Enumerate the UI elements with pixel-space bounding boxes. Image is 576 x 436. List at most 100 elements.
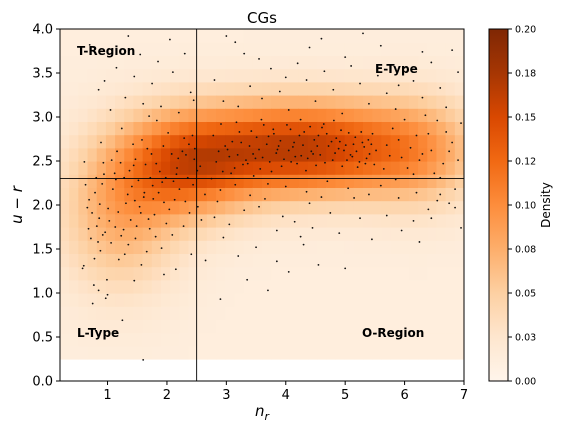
heatmap-cell — [234, 68, 245, 83]
heatmap-cell — [225, 134, 236, 149]
heatmap-cell — [399, 174, 410, 188]
heatmap-cell — [390, 161, 401, 175]
heatmap-cell — [262, 134, 272, 149]
scatter-point — [371, 132, 374, 135]
heatmap-cell — [289, 200, 300, 215]
scatter-point — [212, 134, 215, 137]
heatmap-cell — [335, 266, 346, 281]
heatmap-cell — [344, 134, 355, 149]
heatmap-cell — [326, 332, 337, 347]
heatmap-cell — [280, 319, 291, 334]
heatmap-cell — [225, 253, 236, 268]
scatter-point — [347, 131, 350, 134]
heatmap-cell — [262, 95, 272, 109]
heatmap-cell — [188, 134, 199, 149]
scatter-point — [87, 227, 90, 230]
heatmap-cell — [243, 213, 254, 228]
heatmap-cell — [408, 42, 419, 56]
heatmap-cell — [445, 319, 456, 334]
heatmap-cell — [372, 293, 382, 307]
scatter-point — [308, 202, 311, 205]
scatter-point — [376, 74, 379, 77]
heatmap-cell — [78, 332, 89, 347]
heatmap-cell — [78, 266, 89, 281]
heatmap-cell — [216, 279, 226, 294]
heatmap-cell — [243, 253, 254, 268]
heatmap-cell — [289, 95, 300, 109]
heatmap-cell — [436, 332, 447, 347]
scatter-point — [258, 148, 260, 151]
heatmap-cell — [179, 81, 190, 96]
heatmap-cell — [418, 306, 428, 320]
scatter-point — [145, 250, 148, 253]
heatmap-cell — [105, 319, 116, 334]
heatmap-cell — [271, 81, 281, 96]
heatmap-cell — [179, 187, 190, 202]
heatmap-cell — [142, 108, 153, 122]
heatmap-cell — [436, 293, 447, 307]
scatter-point — [457, 159, 459, 162]
heatmap-cell — [335, 213, 346, 228]
heatmap-cell — [252, 345, 263, 360]
heatmap-cell — [252, 121, 263, 136]
heatmap-cell — [234, 147, 245, 162]
scatter-point — [415, 191, 418, 194]
heatmap-cell — [161, 81, 171, 96]
heatmap-cell — [133, 213, 144, 228]
heatmap-cell — [280, 240, 291, 254]
scatter-point — [293, 220, 296, 223]
colorbar-ticks: 0.00 0.03 0.05 0.08 0.10 0.12 0.15 0.18 0.20 — [508, 25, 536, 388]
heatmap-cell — [262, 332, 272, 347]
heatmap-cell — [307, 279, 318, 294]
heatmap-cell — [133, 306, 144, 320]
scatter-point — [200, 219, 203, 221]
heatmap-cell — [262, 68, 272, 83]
heatmap-cell — [115, 29, 125, 43]
heatmap-cell — [427, 68, 438, 83]
heatmap-cell — [243, 240, 254, 254]
density-heatmap — [60, 29, 464, 360]
heatmap-cell — [161, 345, 171, 360]
heatmap-cell — [418, 332, 428, 347]
heatmap-cell — [87, 95, 98, 109]
heatmap-cell — [298, 68, 309, 83]
heatmap-cell — [344, 81, 355, 96]
heatmap-cell — [326, 55, 337, 70]
heatmap-cell — [298, 319, 309, 334]
heatmap-cell — [243, 200, 254, 215]
heatmap-cell — [289, 121, 300, 136]
heatmap-cell — [206, 108, 217, 122]
scatter-point — [308, 46, 311, 49]
scatter-point — [177, 157, 180, 160]
heatmap-cell — [445, 81, 456, 96]
heatmap-cell — [234, 187, 245, 202]
heatmap-cell — [60, 134, 70, 149]
heatmap-cell — [317, 29, 327, 43]
scatter-point — [134, 158, 137, 161]
heatmap-cell — [60, 108, 70, 122]
heatmap-cell — [289, 134, 300, 149]
heatmap-cell — [262, 279, 272, 294]
heatmap-cell — [353, 306, 364, 320]
heatmap-cell — [216, 29, 226, 43]
scatter-point — [412, 173, 415, 176]
scatter-point — [347, 187, 350, 190]
heatmap-cell — [206, 29, 217, 43]
heatmap-cell — [381, 81, 392, 96]
heatmap-cell — [252, 161, 263, 175]
heatmap-cell — [161, 332, 171, 347]
scatter-point — [385, 144, 388, 147]
scatter-point — [174, 268, 177, 271]
heatmap-cell — [225, 345, 236, 360]
heatmap-cell — [418, 200, 428, 215]
heatmap-cell — [179, 68, 190, 83]
scatter-point — [215, 160, 218, 163]
heatmap-cell — [225, 161, 236, 175]
heatmap-cell — [445, 345, 456, 360]
heatmap-cell — [115, 121, 125, 136]
heatmap-cell — [262, 29, 272, 43]
heatmap-cell — [133, 134, 144, 149]
heatmap-cell — [105, 108, 116, 122]
heatmap-cell — [353, 266, 364, 281]
heatmap-cell — [216, 121, 226, 136]
